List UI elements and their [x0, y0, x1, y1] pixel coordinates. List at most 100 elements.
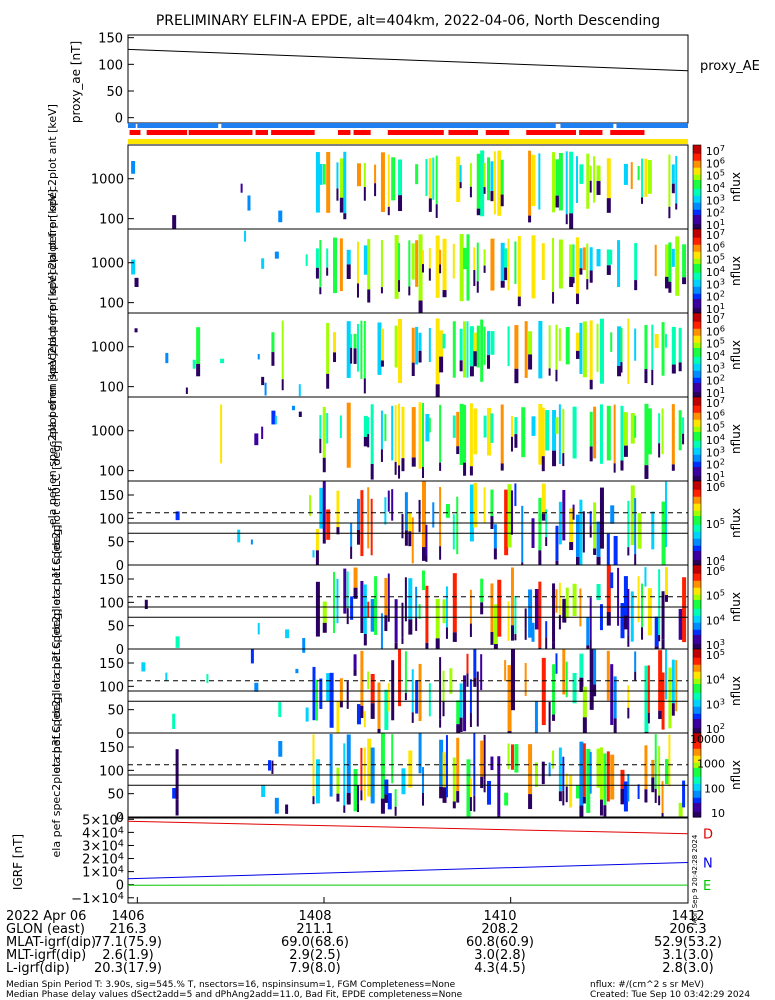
spectrogram-cell: [627, 707, 630, 719]
spectrogram-cell: [572, 277, 575, 284]
colorbar-cell: [693, 159, 701, 162]
spectrogram-cell: [620, 769, 625, 789]
spectrogram-cell: [165, 672, 168, 681]
spectrogram-cell: [439, 546, 442, 560]
colorbar-cell: [693, 391, 701, 395]
colorbar-tick-label: 101: [706, 301, 725, 316]
spectrogram-cell: [172, 215, 177, 229]
spectrogram-cell: [384, 497, 387, 525]
spectrogram-cell: [644, 745, 648, 790]
colorbar-cell: [693, 208, 701, 211]
colorbar-cell: [693, 622, 701, 626]
colorbar-cell: [693, 677, 701, 680]
spectrogram-cell: [360, 747, 363, 791]
spectrogram-cell: [134, 277, 139, 287]
colorbar-cell: [693, 741, 701, 745]
spectrogram-cell: [387, 490, 390, 512]
spectrogram-cell: [469, 778, 472, 798]
colorbar-cell: [693, 213, 701, 216]
colorbar-cell: [693, 192, 701, 195]
spectrogram-cell: [442, 290, 447, 298]
spectrogram-cell: [326, 373, 330, 389]
spectrogram-cell: [589, 639, 592, 649]
colorbar-cell: [693, 451, 701, 454]
colorbar-cell: [693, 668, 701, 671]
spectrogram-ytick-label: 100: [99, 596, 124, 611]
spectrogram-cell: [555, 369, 558, 382]
colorbar-tick-label: 106: [706, 323, 725, 338]
spectrogram-cell: [343, 568, 347, 614]
spectrogram-cell: [363, 415, 368, 437]
spectrogram-ytick-label: 50: [107, 704, 124, 719]
colorbar-cell: [693, 776, 701, 780]
spectrogram-cell: [442, 670, 445, 702]
spectrogram-cell: [610, 249, 613, 265]
spectrogram-cell: [422, 767, 424, 794]
spectrogram-cell: [606, 533, 610, 565]
spectrogram-cell: [606, 565, 611, 612]
spectrogram-cell: [658, 569, 661, 636]
colorbar-cell: [693, 461, 701, 465]
spectrogram-cell: [569, 542, 574, 551]
colorbar-cell: [693, 614, 701, 617]
spectrogram-cell: [428, 683, 431, 717]
colorbar-cell: [693, 400, 701, 403]
spectrogram-cell: [528, 744, 533, 795]
colorbar-cell: [693, 491, 701, 494]
spectrogram-cell: [473, 247, 476, 271]
spectrogram-cell: [644, 158, 648, 197]
colorbar-tick-label: 105: [706, 168, 725, 183]
spectrogram-cell: [271, 410, 276, 425]
colorbar-cell: [693, 565, 701, 568]
colorbar-cell: [693, 710, 701, 713]
spectrogram-cell: [510, 625, 514, 641]
spectrogram-cell: [548, 325, 551, 369]
colorbar-tick-label: 105: [706, 336, 725, 351]
spectrogram-cell: [387, 793, 392, 810]
spectrogram-cell: [576, 514, 580, 557]
spectrogram-cell: [552, 583, 556, 643]
spectrogram-cell: [353, 333, 357, 349]
colorbar-cell: [693, 724, 701, 727]
colorbar-cell: [693, 272, 701, 276]
colorbar-cell: [693, 379, 701, 382]
spectrogram-cell: [541, 243, 545, 280]
colorbar-cell: [693, 360, 701, 363]
spectrogram-cell: [555, 417, 559, 434]
spectrogram-cell: [664, 594, 668, 602]
colorbar-cell: [693, 813, 701, 816]
colorbar-cell: [693, 719, 701, 722]
spectrogram-cell: [401, 637, 404, 644]
spectrogram-cell: [558, 239, 563, 289]
colorbar-cell: [693, 426, 701, 430]
spectrogram-cell: [380, 152, 385, 212]
spectrogram-cell: [493, 604, 498, 645]
spectrogram-cell: [589, 320, 593, 380]
colorbar-cell: [693, 201, 701, 204]
spectrogram-cell: [627, 547, 630, 556]
spectrogram-cell: [651, 511, 655, 550]
colorbar-cell: [693, 467, 701, 470]
spectrogram-ytick-label: 1000: [91, 425, 124, 440]
colorbar-tick-label: 104: [706, 612, 725, 627]
spectrogram-cell: [623, 445, 628, 457]
colorbar-cell: [693, 605, 701, 608]
spectrogram-cell: [623, 615, 628, 630]
spectrogram-cell: [490, 413, 494, 443]
colorbar-cell: [693, 713, 701, 717]
colorbar-cell: [693, 782, 701, 785]
colorbar-cell: [693, 447, 701, 451]
spectrogram-cell: [664, 276, 669, 289]
spectrogram-cell: [634, 328, 637, 361]
colorbar-cell: [693, 230, 701, 234]
spectrogram-cell: [668, 734, 671, 787]
spectrogram-cell: [339, 158, 344, 198]
colorbar-tick-label: 105: [706, 252, 725, 267]
spectrogram-cell: [418, 402, 422, 469]
spectrogram-panel-spec2plot_trp: 1000 100 ela pef en spec2plot trp [keV] 107…: [46, 189, 743, 353]
spectrogram-cell: [336, 527, 340, 535]
colorbar-cell: [693, 402, 701, 405]
spectrogram-cell: [524, 662, 527, 697]
spectrogram-cell: [192, 359, 196, 369]
spectrogram-cell: [356, 163, 361, 187]
